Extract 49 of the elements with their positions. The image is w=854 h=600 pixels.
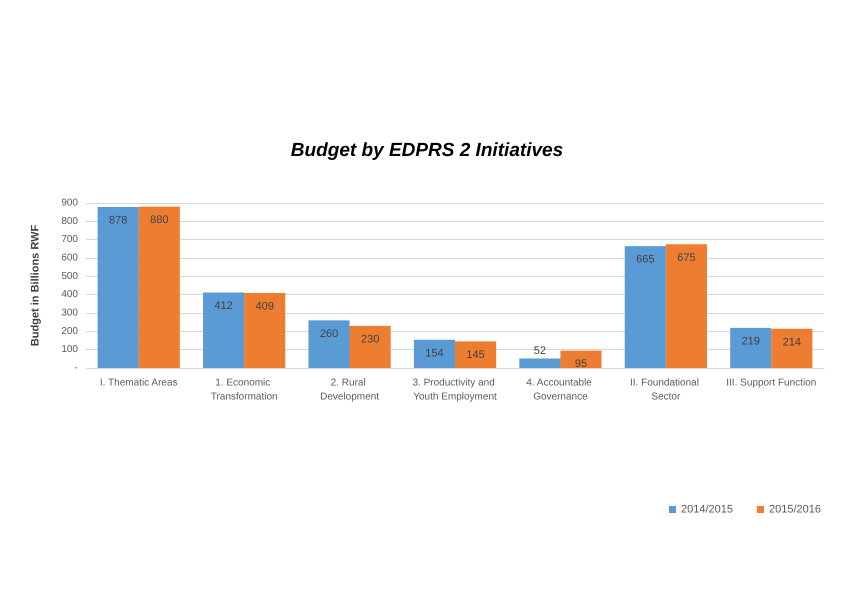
bar xyxy=(350,326,391,368)
bar xyxy=(560,350,602,368)
data-label: 95 xyxy=(574,358,588,370)
x-tick-label: II. Foundational Sector xyxy=(630,378,702,402)
data-label: 219 xyxy=(742,335,760,348)
data-label: 665 xyxy=(636,254,654,266)
y-tick-label: 800 xyxy=(61,216,78,227)
bar xyxy=(666,244,707,368)
data-label: 675 xyxy=(677,252,696,264)
data-label: 230 xyxy=(360,333,380,346)
x-tick-label: 2. Rural Development xyxy=(320,378,380,402)
x-tick-label: I. Thematic Areas xyxy=(100,378,178,388)
y-tick-label: 500 xyxy=(61,270,78,282)
data-label: 154 xyxy=(425,347,444,360)
y-tick-label: 700 xyxy=(61,234,78,246)
y-tick-label: 900 xyxy=(61,198,78,208)
bar xyxy=(244,293,286,368)
bar xyxy=(771,328,812,368)
x-tick-label: 1. Economic Transformation xyxy=(210,378,278,402)
x-tick-label: III. Support Function xyxy=(726,378,816,388)
bar xyxy=(203,292,244,368)
bar xyxy=(730,328,772,368)
data-label: 412 xyxy=(214,300,233,312)
bar xyxy=(308,320,350,368)
y-axis-title: Budget in Billions RWF xyxy=(30,224,42,346)
bar xyxy=(519,358,560,368)
y-tick-label: 600 xyxy=(61,252,78,264)
legend-label: 2014/2015 xyxy=(681,504,734,516)
y-tick-label: - xyxy=(74,362,78,374)
chart-title: Budget by EDPRS 2 Initiatives xyxy=(290,140,564,161)
y-tick-label: 200 xyxy=(61,326,78,337)
data-label: 145 xyxy=(466,348,485,361)
x-tick-label: 3. Productivity and Youth Employment xyxy=(412,378,498,402)
data-label: 409 xyxy=(256,300,274,313)
bar xyxy=(624,246,666,368)
bar xyxy=(455,341,496,368)
bar xyxy=(414,340,455,368)
data-label: 880 xyxy=(150,214,168,226)
y-tick-label: 300 xyxy=(61,308,78,318)
y-tick-label: 400 xyxy=(61,289,78,300)
data-label: 52 xyxy=(534,344,546,357)
legend-label: 2015/2016 xyxy=(769,504,821,516)
y-tick-label: 100 xyxy=(61,344,78,356)
data-label: 878 xyxy=(108,214,128,227)
data-label: 260 xyxy=(320,328,338,340)
x-tick-label: 4. Accountable Governance xyxy=(526,378,595,402)
data-label: 214 xyxy=(782,336,802,348)
bar xyxy=(98,207,139,368)
bar xyxy=(138,206,180,368)
